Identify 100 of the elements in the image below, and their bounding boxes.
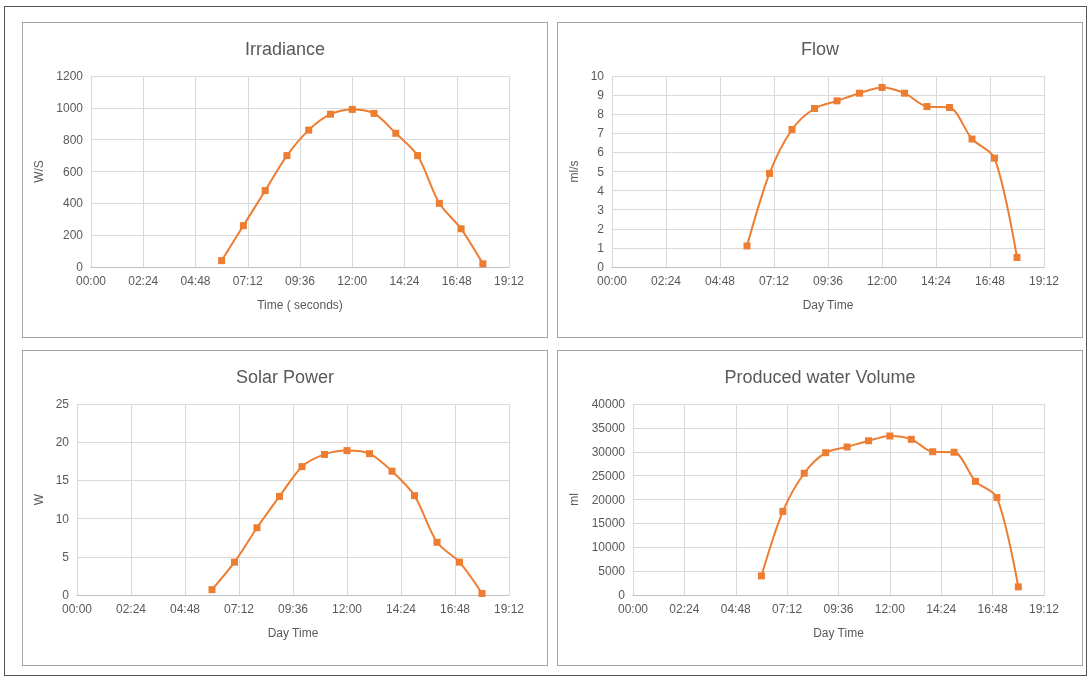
point — [456, 558, 463, 566]
point — [923, 103, 931, 111]
y-tick-label: 5000 — [598, 564, 626, 579]
y-tick-label: 0 — [62, 588, 70, 602]
x-tick-label: 09:36 — [284, 274, 316, 288]
point — [411, 492, 418, 500]
y-tick-label: 0 — [76, 260, 84, 274]
y-tick-label: 25 — [55, 397, 70, 411]
y-tick-label: 35000 — [591, 420, 626, 435]
x-tick-label: 16:48 — [439, 602, 471, 616]
x-tick-label: 16:48 — [441, 274, 473, 288]
point — [843, 443, 851, 451]
point — [991, 154, 998, 162]
point — [231, 558, 238, 566]
x-tick-label: 04:48 — [169, 602, 201, 616]
x-tick-label: 12:00 — [331, 602, 363, 616]
point — [392, 129, 400, 137]
x-tick-label: 14:24 — [389, 274, 420, 288]
y-tick-label: 5 — [62, 549, 70, 564]
y-tick-label: 200 — [62, 228, 84, 243]
point — [886, 432, 894, 440]
chart-title: Irradiance — [244, 39, 326, 59]
x-tick-label: 12:00 — [337, 274, 368, 288]
x-tick-label: 02:24 — [115, 602, 147, 616]
point — [800, 469, 808, 477]
x-tick-label: 09:36 — [812, 274, 844, 288]
x-tick-label: 12:00 — [866, 274, 898, 288]
point — [1014, 583, 1022, 591]
point — [321, 450, 328, 458]
x-tick-label: 00:00 — [75, 274, 107, 288]
y-tick-label: 5 — [597, 164, 605, 179]
point — [388, 467, 396, 475]
x-tick-label: 14:24 — [920, 274, 952, 288]
x-tick-label: 19:12 — [1028, 602, 1060, 616]
x-axis-title: Day Time — [267, 626, 319, 640]
point — [218, 257, 226, 265]
point — [276, 492, 283, 500]
point — [283, 152, 291, 160]
point — [298, 463, 306, 471]
point — [856, 89, 863, 97]
point — [743, 242, 751, 250]
y-tick-label: 1000 — [56, 100, 84, 115]
point — [1013, 253, 1021, 261]
y-tick-label: 600 — [62, 164, 84, 179]
point — [811, 104, 818, 112]
point — [239, 222, 247, 230]
y-tick-label: 1200 — [56, 69, 84, 83]
point — [993, 494, 1001, 502]
x-axis-title: Time ( seconds) — [257, 298, 343, 312]
x-tick-label: 00:00 — [61, 602, 93, 616]
point — [833, 97, 841, 105]
x-tick-label: 16:48 — [977, 602, 1008, 616]
point — [864, 437, 872, 445]
y-tick-label: 40000 — [591, 397, 626, 411]
y-tick-label: 20000 — [591, 492, 626, 507]
x-axis-title: Day Time — [802, 298, 854, 312]
point — [479, 260, 487, 268]
y-tick-label: 6 — [597, 145, 605, 160]
x-tick-label: 04:48 — [704, 274, 736, 288]
y-tick-label: 25000 — [591, 468, 626, 483]
y-tick-label: 4 — [597, 183, 605, 198]
point — [348, 105, 356, 113]
point — [366, 450, 373, 458]
x-tick-label: 02:24 — [128, 274, 159, 288]
x-tick-label: 19:12 — [1028, 274, 1060, 288]
chart-title: Produced water Volume — [724, 367, 916, 387]
point — [968, 135, 976, 143]
point — [950, 448, 958, 456]
y-tick-label: 10 — [55, 511, 70, 526]
y-tick-label: 20 — [55, 435, 70, 450]
x-tick-label: 04:48 — [180, 274, 211, 288]
x-tick-label: 09:36 — [823, 602, 854, 616]
chart-title: Solar Power — [235, 367, 335, 387]
y-axis-title: ml — [567, 493, 581, 506]
x-tick-label: 16:48 — [974, 274, 1006, 288]
point — [907, 435, 915, 443]
y-tick-label: 15000 — [591, 516, 626, 531]
point — [946, 104, 953, 112]
point — [261, 187, 269, 195]
y-tick-label: 15 — [55, 473, 70, 488]
point — [757, 572, 765, 580]
x-tick-label: 07:12 — [223, 602, 255, 616]
y-axis-title: W — [31, 493, 46, 506]
point — [822, 449, 830, 457]
x-tick-label: 07:12 — [758, 274, 790, 288]
point — [972, 477, 979, 485]
x-tick-label: 00:00 — [596, 274, 628, 288]
x-tick-label: 12:00 — [874, 602, 906, 616]
y-tick-label: 1 — [597, 240, 605, 255]
y-tick-label: 10 — [590, 69, 605, 83]
x-tick-label: 02:24 — [650, 274, 682, 288]
point — [478, 589, 486, 597]
point — [788, 125, 796, 133]
x-tick-label: 19:12 — [493, 602, 525, 616]
y-tick-label: 7 — [597, 126, 605, 141]
point — [343, 447, 351, 455]
y-tick-label: 30000 — [591, 444, 626, 459]
y-tick-label: 3 — [597, 202, 605, 217]
y-tick-label: 0 — [618, 588, 626, 602]
point — [414, 152, 422, 160]
